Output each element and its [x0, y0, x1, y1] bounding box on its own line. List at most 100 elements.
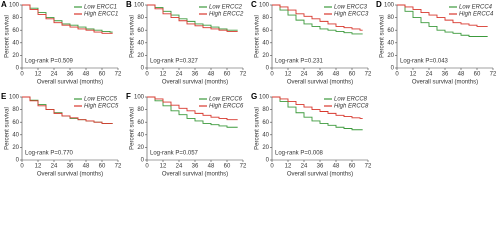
x-tick-label: 24 [176, 164, 183, 170]
panel-label: D [376, 0, 382, 9]
annotation: Log-rank P=0.043 [400, 59, 449, 65]
annotation: Log-rank P=0.008 [275, 151, 324, 157]
survival-curve [397, 4, 488, 27]
y-tick-label: 0 [16, 158, 20, 164]
survival-curve [272, 4, 363, 31]
y-tick-label: 0 [141, 66, 145, 72]
legend-label: High ERCC2 [209, 12, 244, 18]
x-tick-label: 48 [333, 164, 340, 170]
y-axis-label: Percent survival [5, 107, 11, 150]
x-tick-label: 36 [67, 72, 74, 78]
y-tick-label: 40 [12, 132, 19, 138]
x-tick-label: 0 [270, 164, 274, 170]
panel-label: G [251, 92, 257, 101]
legend-label: Low ERCC8 [334, 97, 368, 103]
y-tick-label: 20 [262, 145, 269, 151]
y-tick-label: 100 [384, 3, 395, 9]
y-axis-label: Percent survival [255, 15, 261, 58]
y-tick-label: 40 [12, 40, 19, 46]
y-tick-label: 100 [134, 3, 145, 9]
legend-label: Low ERCC3 [334, 5, 368, 11]
x-tick-label: 24 [301, 72, 308, 78]
x-tick-label: 60 [224, 72, 231, 78]
x-axis-label: Overall survival (months) [37, 172, 103, 178]
x-tick-label: 12 [160, 72, 167, 78]
figure: A 0 20 40 60 80 100 0 12 24 36 48 60 72 Overall surviv… [1, 0, 497, 178]
x-axis-label: Overall survival (months) [412, 80, 478, 86]
x-tick-label: 48 [83, 164, 90, 170]
x-tick-label: 60 [99, 164, 106, 170]
y-tick-label: 40 [262, 132, 269, 138]
x-tick-label: 36 [317, 164, 324, 170]
y-tick-label: 80 [137, 107, 144, 113]
x-axis-label: Overall survival (months) [162, 80, 228, 86]
x-tick-label: 12 [160, 164, 167, 170]
y-tick-label: 60 [12, 28, 19, 34]
annotation: Log-rank P=0.057 [150, 151, 199, 157]
survival-curve [22, 96, 113, 124]
y-tick-label: 80 [137, 15, 144, 21]
x-tick-label: 0 [145, 164, 149, 170]
x-tick-label: 72 [115, 72, 122, 78]
y-axis-label: Percent survival [255, 107, 261, 150]
x-tick-label: 60 [99, 72, 106, 78]
y-tick-label: 20 [12, 145, 19, 151]
y-tick-label: 100 [134, 95, 145, 101]
x-tick-label: 12 [285, 164, 292, 170]
y-axis-label: Percent survival [5, 15, 11, 58]
x-tick-label: 72 [240, 72, 247, 78]
y-tick-label: 60 [137, 120, 144, 126]
x-tick-label: 36 [192, 72, 199, 78]
x-tick-label: 36 [317, 72, 324, 78]
x-tick-label: 48 [333, 72, 340, 78]
survival-curve [397, 4, 488, 37]
annotation: Log-rank P=0.231 [275, 59, 324, 65]
x-axis-label: Overall survival (months) [162, 172, 228, 178]
survival-curve [22, 4, 113, 34]
x-tick-label: 72 [115, 164, 122, 170]
survival-curve [147, 96, 238, 121]
y-tick-label: 20 [387, 53, 394, 59]
x-tick-label: 24 [301, 164, 308, 170]
x-tick-label: 0 [395, 72, 399, 78]
panel-label: A [1, 0, 7, 9]
annotation: Log-rank P=0.770 [25, 151, 74, 157]
panel-label: B [126, 0, 132, 9]
x-tick-label: 12 [410, 72, 417, 78]
legend-label: High ERCC1 [84, 12, 118, 18]
x-tick-label: 0 [145, 72, 149, 78]
x-tick-label: 36 [67, 164, 74, 170]
y-tick-label: 100 [259, 3, 270, 9]
x-axis-label: Overall survival (months) [37, 80, 103, 86]
survival-curve [147, 4, 238, 32]
survival-curve [272, 96, 363, 131]
y-tick-label: 80 [262, 15, 269, 21]
survival-curve [272, 96, 363, 119]
y-tick-label: 60 [12, 120, 19, 126]
legend-label: High ERCC3 [334, 12, 369, 18]
y-tick-label: 60 [137, 28, 144, 34]
x-tick-label: 36 [192, 164, 199, 170]
panel-label: E [1, 92, 7, 101]
x-axis-label: Overall survival (months) [287, 172, 353, 178]
y-tick-label: 40 [137, 132, 144, 138]
legend-label: High ERCC5 [84, 104, 119, 110]
y-tick-label: 100 [9, 95, 20, 101]
x-tick-label: 36 [442, 72, 449, 78]
y-axis-label: Percent survival [130, 107, 136, 150]
y-tick-label: 20 [12, 53, 19, 59]
y-tick-label: 40 [137, 40, 144, 46]
survival-curve [272, 4, 363, 35]
y-tick-label: 40 [387, 40, 394, 46]
x-tick-label: 24 [176, 72, 183, 78]
legend-label: Low ERCC1 [84, 5, 117, 11]
annotation: Log-rank P=0.509 [25, 59, 74, 65]
legend-label: Low ERCC6 [209, 97, 243, 103]
annotation: Log-rank P=0.327 [150, 59, 199, 65]
y-tick-label: 80 [262, 107, 269, 113]
y-tick-label: 0 [391, 66, 395, 72]
panel-label: C [251, 0, 257, 9]
y-tick-label: 80 [12, 107, 19, 113]
x-tick-label: 12 [35, 72, 42, 78]
y-tick-label: 0 [266, 158, 270, 164]
